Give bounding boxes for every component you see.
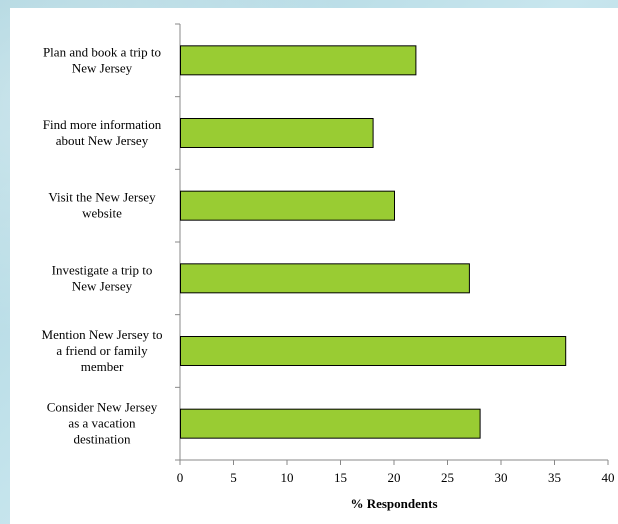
category-label-line: Plan and book a trip to: [43, 44, 161, 59]
category-label: Consider New Jersey as a vacation destinat…: [47, 400, 158, 447]
bar: [180, 336, 567, 366]
category-label: Find more information about New Jersey: [43, 117, 162, 148]
x-axis-title: % Respondents: [350, 496, 437, 511]
chart-panel: Plan and book a trip to New Jersey Find mo…: [10, 8, 618, 524]
category-label: Plan and book a trip to New Jersey: [43, 44, 161, 75]
category-label-line: Mention New Jersey to: [42, 327, 163, 342]
category-label-line: as a vacation: [68, 416, 136, 431]
category-label-line: member: [81, 359, 124, 374]
bar: [180, 118, 374, 148]
x-tick-label: 35: [548, 470, 561, 485]
bar: [180, 263, 470, 294]
category-label-line: Investigate a trip to: [52, 262, 153, 277]
category-label-line: about New Jersey: [56, 133, 149, 148]
category-label-line: New Jersey: [72, 278, 133, 293]
x-tick-label: 25: [441, 470, 454, 485]
category-label: Visit the New Jersey website: [48, 190, 156, 221]
bar: [180, 45, 417, 76]
x-tick-label: 20: [388, 470, 401, 485]
category-label-line: website: [82, 206, 122, 221]
x-tick-label: 30: [495, 470, 508, 485]
category-label-line: Find more information: [43, 117, 162, 132]
bar: [180, 190, 395, 221]
x-tick-label: 0: [177, 470, 184, 485]
category-label-line: destination: [73, 432, 131, 447]
x-tick-labels: 0 5 10 15 20 25 30 35 40: [177, 470, 615, 485]
x-tick-label: 5: [230, 470, 237, 485]
category-label-line: New Jersey: [72, 60, 133, 75]
x-tick-label: 10: [281, 470, 294, 485]
chart-axes: [175, 23, 609, 465]
category-label-line: Visit the New Jersey: [48, 190, 156, 205]
category-label: Investigate a trip to New Jersey: [52, 262, 153, 293]
chart-bars: [180, 45, 567, 439]
bar: [180, 408, 481, 439]
category-label-line: a friend or family: [56, 343, 148, 358]
x-tick-label: 40: [602, 470, 615, 485]
category-label-line: Consider New Jersey: [47, 400, 158, 415]
x-tick-label: 15: [334, 470, 347, 485]
category-label: Mention New Jersey to a friend or family m…: [42, 327, 163, 374]
